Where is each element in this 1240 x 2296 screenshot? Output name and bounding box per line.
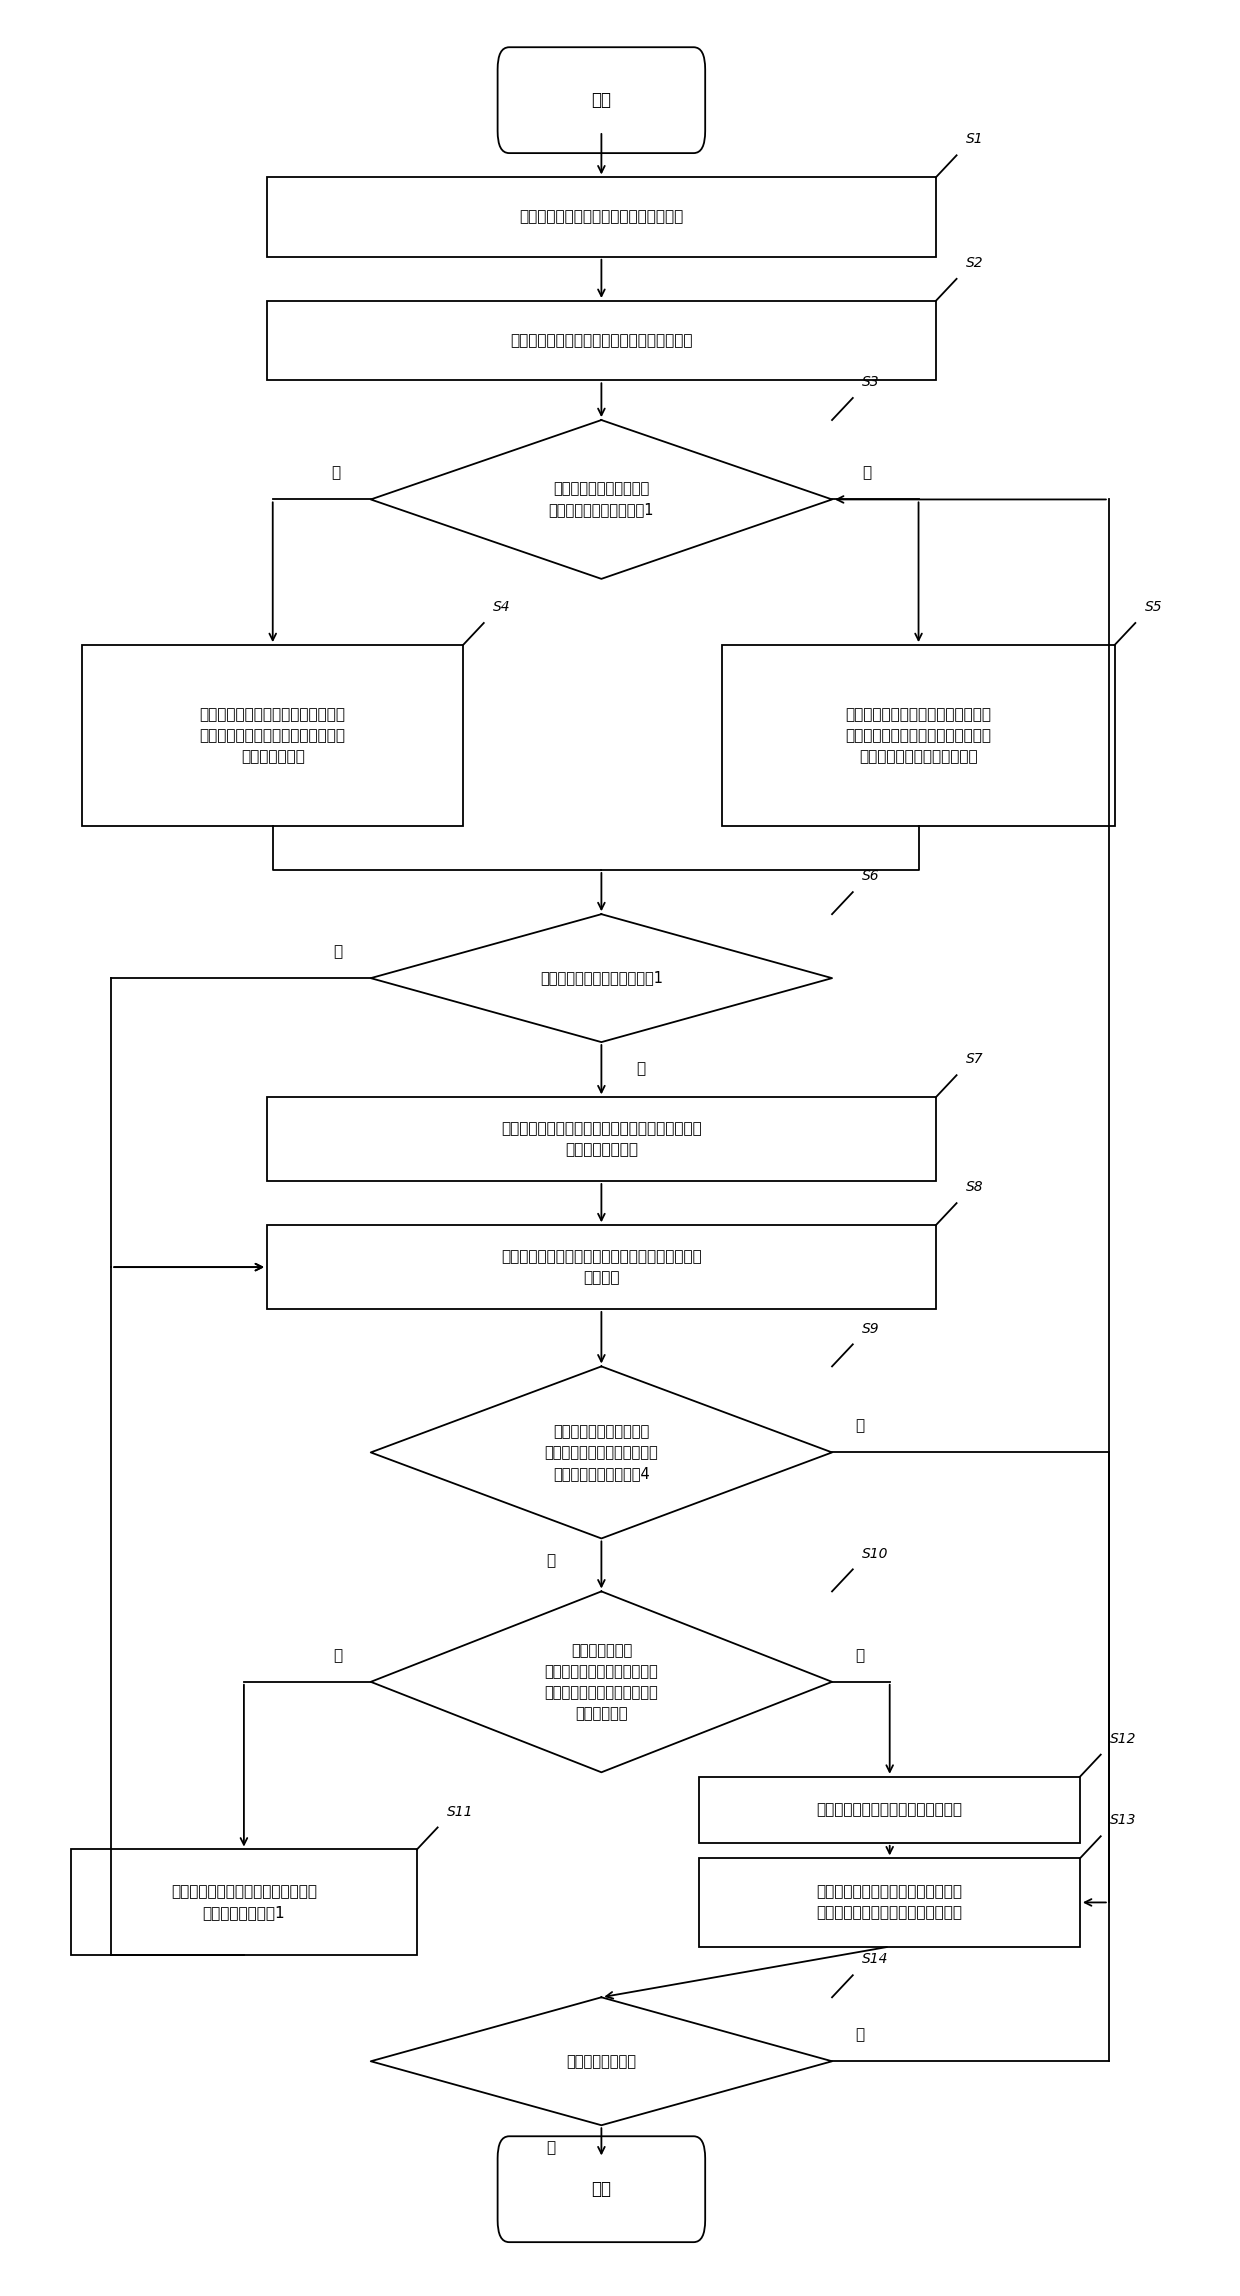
Polygon shape bbox=[371, 1366, 832, 1538]
Text: 最大搜索收益单元格数量大于1: 最大搜索收益单元格数量大于1 bbox=[539, 971, 663, 985]
Text: 某架无人机与其它无人机
的链路有效连接数量大于1: 某架无人机与其它无人机 的链路有效连接数量大于1 bbox=[548, 482, 655, 517]
Text: S8: S8 bbox=[966, 1180, 983, 1194]
Polygon shape bbox=[371, 1998, 832, 2126]
Text: 控制每架无人机通过通信设备广播下一步选择的搜
索单元格: 控制每架无人机通过通信设备广播下一步选择的搜 索单元格 bbox=[501, 1249, 702, 1286]
Bar bbox=[267, 1097, 936, 1180]
Text: S13: S13 bbox=[1110, 1814, 1137, 1828]
Text: S5: S5 bbox=[1145, 599, 1162, 613]
Text: S2: S2 bbox=[966, 257, 983, 271]
Text: 根据目标搜索收益图中单元格的搜索
代价值以及链路收益计算无人机每个
下一步可选单元格的搜索收益: 根据目标搜索收益图中单元格的搜索 代价值以及链路收益计算无人机每个 下一步可选单… bbox=[846, 707, 992, 765]
Text: 保持本无人机下一步搜索单元格不变: 保持本无人机下一步搜索单元格不变 bbox=[817, 1802, 962, 1818]
FancyBboxPatch shape bbox=[497, 48, 706, 154]
Text: 否: 否 bbox=[332, 1649, 342, 1662]
Text: 将当前选择的下一步搜索单元格的搜
索收益计算次数加1: 将当前选择的下一步搜索单元格的搜 索收益计算次数加1 bbox=[171, 1885, 317, 1919]
Text: S4: S4 bbox=[494, 599, 511, 613]
Text: S14: S14 bbox=[862, 1952, 889, 1965]
Text: S6: S6 bbox=[862, 870, 879, 884]
Bar bbox=[267, 1226, 936, 1309]
Text: S11: S11 bbox=[446, 1805, 474, 1818]
Text: 根据无人机的下一步搜索单元格更新
时间信息以及每架无人机的位置信息: 根据无人机的下一步搜索单元格更新 时间信息以及每架无人机的位置信息 bbox=[817, 1885, 962, 1919]
Text: 从最大搜索收益单元格中随机选择一个单元格作为
下一步搜索单元格: 从最大搜索收益单元格中随机选择一个单元格作为 下一步搜索单元格 bbox=[501, 1120, 702, 1157]
Text: S10: S10 bbox=[862, 1548, 889, 1561]
Text: S1: S1 bbox=[966, 133, 983, 147]
Text: S7: S7 bbox=[966, 1052, 983, 1065]
FancyBboxPatch shape bbox=[497, 2135, 706, 2243]
Text: 是: 是 bbox=[636, 1061, 645, 1077]
Text: 是否发现搜索目标: 是否发现搜索目标 bbox=[567, 2053, 636, 2069]
Bar bbox=[267, 301, 936, 381]
Text: 在搜索环境模型中初始化设置目标搜索收益图: 在搜索环境模型中初始化设置目标搜索收益图 bbox=[510, 333, 693, 349]
Text: 是: 是 bbox=[546, 1552, 556, 1568]
Text: 否: 否 bbox=[856, 1419, 864, 1433]
Text: 本无人机为所有
选择相同下一步搜索单元格的
无人机中在空中搜索平台编号
最小的无人机: 本无人机为所有 选择相同下一步搜索单元格的 无人机中在空中搜索平台编号 最小的无… bbox=[544, 1644, 658, 1720]
Text: 是: 是 bbox=[856, 1649, 864, 1662]
Polygon shape bbox=[371, 914, 832, 1042]
Polygon shape bbox=[371, 1591, 832, 1773]
Text: S3: S3 bbox=[862, 374, 879, 388]
Bar bbox=[71, 1851, 417, 1956]
Text: S12: S12 bbox=[1110, 1731, 1137, 1745]
Bar bbox=[267, 177, 936, 257]
Text: 结束: 结束 bbox=[591, 2181, 611, 2197]
Bar bbox=[699, 1777, 1080, 1844]
Text: 否: 否 bbox=[332, 944, 342, 960]
Text: 开始: 开始 bbox=[591, 92, 611, 110]
Text: S9: S9 bbox=[862, 1322, 879, 1336]
Text: 存在其它无人机和本无人
机下一步搜索同一个单元格且
搜索收益计算次数小于4: 存在其它无人机和本无人 机下一步搜索同一个单元格且 搜索收益计算次数小于4 bbox=[544, 1424, 658, 1481]
Text: 否: 否 bbox=[862, 466, 872, 480]
Text: 是: 是 bbox=[331, 466, 341, 480]
Text: 根据搜索目标活动区域建立搜索环境模型: 根据搜索目标活动区域建立搜索环境模型 bbox=[520, 209, 683, 225]
Polygon shape bbox=[371, 420, 832, 579]
Bar bbox=[699, 1857, 1080, 1947]
Bar bbox=[82, 645, 463, 827]
Bar bbox=[723, 645, 1115, 827]
Text: 是: 是 bbox=[546, 2140, 556, 2156]
Text: 根据目标搜索收益图中单元格的搜索
代价值计算无人机每个下一步可选单
元格的搜索收益: 根据目标搜索收益图中单元格的搜索 代价值计算无人机每个下一步可选单 元格的搜索收… bbox=[200, 707, 346, 765]
Text: 否: 否 bbox=[856, 2027, 864, 2043]
